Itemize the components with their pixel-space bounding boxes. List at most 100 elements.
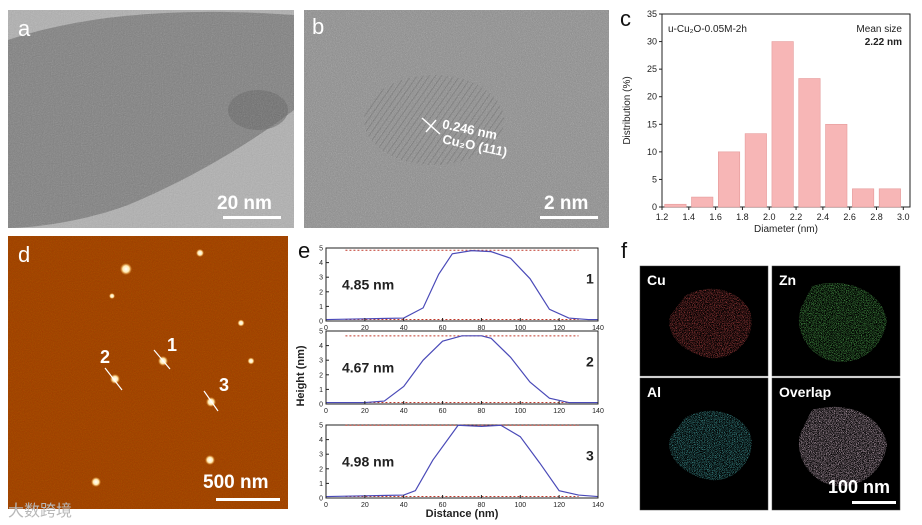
afm-particle <box>120 263 132 275</box>
x-tick-label: 100 <box>514 502 526 509</box>
y-tick-label: 1 <box>319 387 323 394</box>
afm-image-texture <box>8 236 288 509</box>
eds-map-overlap <box>771 377 901 511</box>
panel-c-histogram: c 1.2 1.4 1.6 1.8 2.0 2.2 2.4 2.6 2.8 3.0 0 5 10 15 20… <box>612 2 922 238</box>
histogram-bar <box>691 196 714 208</box>
eds-label-cu: Cu <box>647 272 666 288</box>
histogram-bar <box>878 188 901 208</box>
x-tick-label: 3.0 <box>897 212 910 222</box>
afm-particle <box>109 293 115 299</box>
afm-particle <box>110 374 120 384</box>
y-tick-label: 0 <box>319 319 323 326</box>
y-tick-label: 2 <box>319 372 323 379</box>
panel-e-height-profiles: e 0 20 40 60 80 100 120 140 0 1 2 3 4 5 4.85 nm 1 0 20 40 6… <box>292 236 612 525</box>
histogram-bar <box>744 133 767 208</box>
scale-text-d: 500 nm <box>203 472 269 493</box>
y-tick-label: 2 <box>319 289 323 296</box>
panel-label-c: c <box>620 6 631 31</box>
scale-text-a: 20 nm <box>217 193 272 214</box>
y-tick-label: 5 <box>319 329 323 336</box>
histogram-bar <box>718 151 741 208</box>
x-tick-label: 40 <box>400 502 408 509</box>
x-tick-label: 140 <box>592 408 604 415</box>
y-tick-label: 5 <box>319 423 323 430</box>
x-tick-label: 0 <box>324 502 328 509</box>
y-tick-label: 10 <box>647 147 657 157</box>
y-tick-label: 4 <box>319 343 323 350</box>
y-tick-label: 5 <box>319 246 323 253</box>
afm-marker-line-3 <box>203 390 219 412</box>
histogram-chart: 1.2 1.4 1.6 1.8 2.0 2.2 2.4 2.6 2.8 3.0 0 5 10 15 20 25… <box>622 9 911 235</box>
mean-size-value: 2.22 nm <box>865 37 902 48</box>
scale-bar-f <box>852 501 896 504</box>
panel-label-d: d <box>18 242 31 267</box>
y-tick-label: 2 <box>319 466 323 473</box>
x-tick-label: 20 <box>361 502 369 509</box>
hrtem-image-b-texture <box>304 10 609 228</box>
lattice-marker-line <box>425 119 437 133</box>
histogram-bar <box>825 123 848 208</box>
y-tick-label: 3 <box>319 275 323 282</box>
x-tick-label: 1.2 <box>656 212 669 222</box>
x-tick-label: 140 <box>592 502 604 509</box>
y-tick-label: 1 <box>319 304 323 311</box>
x-tick-label: 20 <box>361 408 369 415</box>
y-axis-label: Height (nm) <box>295 345 307 406</box>
afm-particle <box>196 249 204 257</box>
x-tick-label: 1.8 <box>736 212 749 222</box>
afm-marker-line-2 <box>104 367 123 391</box>
x-tick-label: 80 <box>478 408 486 415</box>
eds-label-zn: Zn <box>779 272 797 288</box>
x-tick-label: 0 <box>324 408 328 415</box>
panel-b-hrtem-image: b 0.246 nm Cu₂O (111) 2 nm <box>304 10 609 228</box>
x-tick-label: 120 <box>553 502 565 509</box>
x-tick-label: 120 <box>553 408 565 415</box>
eds-map-zn <box>771 265 901 377</box>
x-axis-label: Distance (nm) <box>426 508 499 520</box>
x-tick-label: 20 <box>361 325 369 332</box>
x-tick-label: 1.6 <box>709 212 722 222</box>
panel-label-f: f <box>621 238 628 263</box>
profile-frame <box>325 330 599 405</box>
eds-maps-graphic <box>639 265 901 511</box>
x-tick-label: 0 <box>324 325 328 332</box>
profile-frame <box>325 247 599 322</box>
afm-particle-label-3: 3 <box>219 375 230 395</box>
watermark-text: 大数跨境 <box>8 501 73 520</box>
profile-number-3: 3 <box>586 448 594 464</box>
y-tick-label: 35 <box>647 9 657 19</box>
x-tick-label: 100 <box>514 325 526 332</box>
profile-height-label-2: 4.67 nm <box>342 360 394 376</box>
profile-number-1: 1 <box>586 271 594 287</box>
y-tick-label: 0 <box>652 202 657 212</box>
scale-text-b: 2 nm <box>544 193 589 214</box>
panel-label-a: a <box>18 16 31 41</box>
y-tick-label: 3 <box>319 452 323 459</box>
x-tick-label: 80 <box>478 325 486 332</box>
y-tick-label: 20 <box>647 92 657 102</box>
panel-label-b: b <box>312 14 325 39</box>
x-tick-label: 2.2 <box>790 212 803 222</box>
profile-height-label-3: 4.98 nm <box>342 454 394 470</box>
panel-a-tem-image: a 20 nm <box>8 10 294 228</box>
profile-height-label-1: 4.85 nm <box>342 277 394 293</box>
x-tick-label: 120 <box>553 325 565 332</box>
x-tick-label: 40 <box>400 408 408 415</box>
x-tick-label: 60 <box>439 408 447 415</box>
eds-label-overlap: Overlap <box>779 384 832 400</box>
y-axis-label: Distribution (%) <box>622 76 633 144</box>
x-tick-label: 80 <box>478 502 486 509</box>
scale-bar-b <box>540 216 598 219</box>
y-tick-label: 4 <box>319 437 323 444</box>
x-axis-label: Diameter (nm) <box>754 224 818 235</box>
scale-bar-d <box>216 498 280 501</box>
x-tick-label: 1.4 <box>683 212 696 222</box>
afm-particle-label-2: 2 <box>100 347 111 367</box>
y-tick-label: 30 <box>647 37 657 47</box>
eds-map-al <box>639 377 769 511</box>
histogram-bar <box>798 78 821 208</box>
afm-particle <box>205 455 215 465</box>
histogram-bar <box>852 188 875 208</box>
y-tick-label: 15 <box>647 119 657 129</box>
